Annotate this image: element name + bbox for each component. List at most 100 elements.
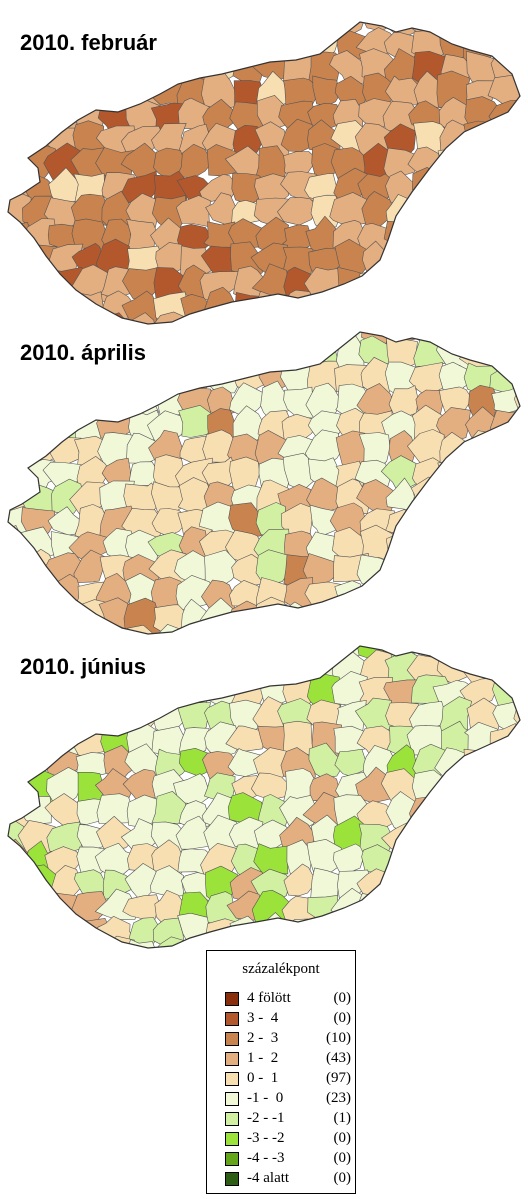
district [485,457,520,490]
district [465,914,498,948]
district [438,361,475,397]
district [8,148,30,176]
district [202,332,240,349]
district [487,817,520,852]
district [8,674,31,712]
district [517,434,520,463]
district [151,24,186,58]
district [74,51,107,85]
district [514,49,520,85]
district [254,646,286,661]
district [467,525,501,566]
district [490,409,520,444]
district [517,721,520,758]
district [18,46,56,89]
district [173,337,213,376]
district [464,172,499,204]
legend-row: 1 - 2 (43) [225,1049,353,1071]
district [517,143,520,181]
district [518,910,520,948]
legend-range: -4 - -3 [247,1150,285,1166]
legend-count: (0) [333,990,352,1006]
district [464,937,499,948]
district [8,245,29,281]
district [230,241,267,277]
district [8,721,29,756]
district [127,332,161,351]
legend-range: -3 - -2 [247,1130,285,1146]
district [8,576,31,607]
district [463,869,496,903]
district [512,646,520,664]
district [70,77,108,110]
district [128,357,161,396]
district [173,358,212,394]
district [23,646,55,661]
district [44,79,81,109]
district [20,674,58,714]
legend-swatch [225,1092,239,1106]
district [48,914,80,948]
district [279,794,320,831]
district [177,332,209,347]
district [43,673,83,713]
district [439,817,477,853]
district [513,29,520,62]
district [463,146,499,180]
district [515,795,520,826]
districts-layer [8,22,520,324]
district [200,842,240,877]
district [229,382,268,419]
district [409,818,447,854]
district [99,332,133,348]
district [151,646,188,660]
district [486,575,520,609]
district [18,336,56,371]
district [8,386,29,421]
district [485,771,520,805]
district [204,27,244,63]
district [461,506,500,543]
district [18,77,58,110]
district [23,361,54,395]
legend-count: (1) [333,1110,352,1126]
district [413,941,446,948]
district [491,28,520,62]
district [8,28,35,63]
district [19,573,57,606]
district [467,238,498,272]
district [121,26,162,57]
district [149,361,187,397]
districts-layer [8,332,520,634]
legend-range: 1 - 2 [247,1050,279,1066]
legend-range: 0 - 1 [247,1070,279,1086]
district [73,341,109,366]
district [382,548,423,587]
district [490,339,520,372]
district [312,75,342,106]
district [281,648,317,682]
district [435,509,473,541]
legend-swatch [225,1132,239,1146]
district [413,241,443,282]
district [515,363,520,397]
country-border [7,331,521,635]
district [488,222,520,248]
district [305,382,341,420]
district [383,147,421,181]
map-title-february: 2010. február [20,30,157,55]
district [49,332,83,345]
district [22,935,55,948]
district [229,24,265,65]
district [20,651,58,687]
district [484,843,520,879]
district [283,863,317,897]
legend-count: (0) [333,1170,352,1186]
district [514,531,520,559]
district [100,362,137,394]
district [225,725,266,752]
district [277,197,320,226]
district [488,171,520,206]
district [8,603,31,634]
district [441,792,472,827]
